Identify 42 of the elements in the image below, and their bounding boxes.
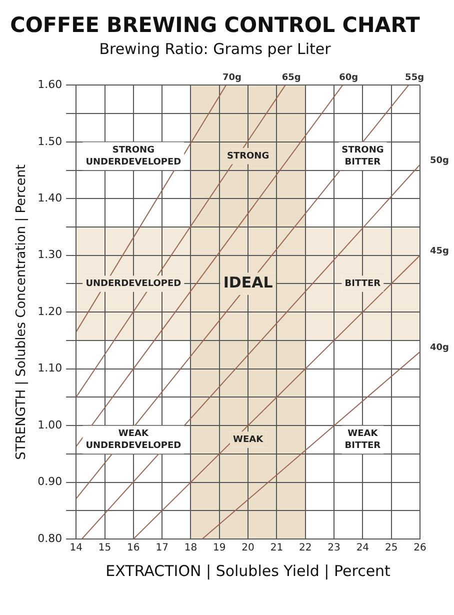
chart-title: COFFEE BREWING CONTROL CHART: [10, 12, 421, 38]
y-tick-label: 1.40: [38, 192, 62, 205]
series-label: 70g: [222, 73, 242, 84]
annotation: WEAK UNDERDEVELOPED: [86, 429, 182, 452]
x-tick-label: 25: [384, 542, 398, 554]
x-axis-title: EXTRACTION | Solubles Yield | Percent: [106, 562, 391, 580]
y-tick-label: 0.80: [38, 532, 62, 545]
annotation: STRONG UNDERDEVELOPED: [86, 145, 182, 168]
series-label: 55g: [405, 73, 424, 84]
x-tick-label: 21: [270, 542, 284, 554]
series-label: 60g: [339, 73, 358, 84]
x-tick-label: 16: [127, 542, 140, 554]
annotation: IDEAL: [223, 274, 274, 292]
x-tick-label: 20: [242, 542, 254, 554]
x-tick-label: 22: [298, 542, 312, 554]
x-tick-label: 19: [213, 542, 226, 554]
x-tick-label: 17: [156, 542, 168, 554]
series-label: 45g: [430, 246, 449, 257]
annotation: WEAK: [233, 435, 264, 446]
series-label: 65g: [282, 73, 301, 84]
annotation: UNDERDEVELOPED: [86, 279, 182, 290]
y-tick-label: 1.60: [38, 78, 62, 92]
annotation: STRONG: [226, 151, 270, 162]
y-axis-title: STRENGTH | Solubles Concentration | Percent: [14, 164, 30, 460]
series-label: 40g: [430, 343, 449, 354]
y-tick-label: 1.20: [38, 304, 62, 318]
annotation: WEAK BITTER: [344, 429, 381, 452]
y-tick-label: 0.90: [38, 475, 62, 488]
x-tick-label: 15: [98, 542, 112, 554]
x-tick-label: 23: [328, 542, 340, 554]
y-tick-label: 1.00: [38, 418, 62, 432]
y-tick-label: 1.30: [38, 248, 62, 262]
y-tick-label: 1.10: [38, 362, 62, 375]
x-tick-label: 14: [70, 542, 82, 554]
series-label: 50g: [430, 156, 449, 166]
x-tick-label: 18: [184, 542, 198, 554]
annotation: BITTER: [344, 279, 381, 290]
x-tick-label: 26: [414, 542, 426, 554]
x-tick-label: 24: [356, 542, 370, 554]
annotation: STRONG BITTER: [342, 145, 384, 168]
y-tick-label: 1.50: [38, 134, 62, 148]
chart-subtitle: Brewing Ratio: Grams per Liter: [99, 40, 332, 58]
